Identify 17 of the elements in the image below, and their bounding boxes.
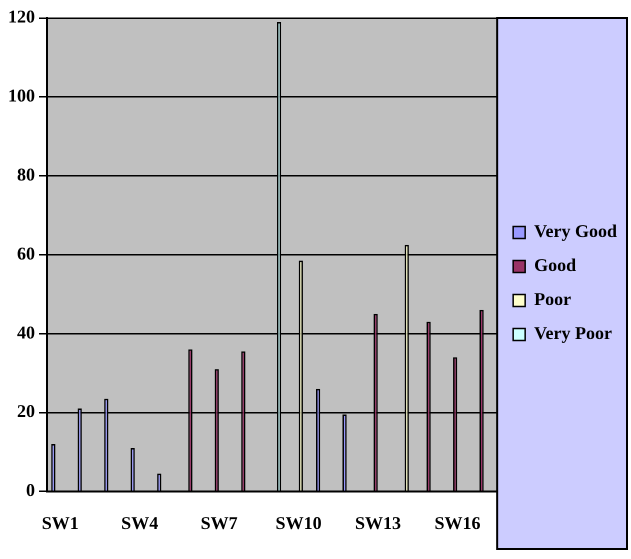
y-tick-label: 0 <box>26 480 35 500</box>
y-tick-label: 40 <box>17 322 35 342</box>
legend-label: Poor <box>534 289 572 310</box>
x-tick-label: SW1 <box>42 512 79 533</box>
x-tick-label: SW16 <box>434 512 480 533</box>
x-tick-label: SW7 <box>200 512 238 533</box>
y-tick-label: 120 <box>8 6 35 27</box>
y-tick-label: 60 <box>17 243 35 264</box>
y-tick-label: 100 <box>8 86 35 106</box>
legend-label: Very Good <box>534 221 618 242</box>
x-tick-label: SW13 <box>354 512 402 533</box>
y-tick-label: 80 <box>17 164 35 184</box>
x-tick-label: SW4 <box>121 512 158 533</box>
x-tick-label: SW10 <box>276 512 322 533</box>
legend-label: Good <box>534 255 576 276</box>
y-tick-label: 20 <box>17 401 35 422</box>
legend-label: Very Poor <box>534 323 612 344</box>
